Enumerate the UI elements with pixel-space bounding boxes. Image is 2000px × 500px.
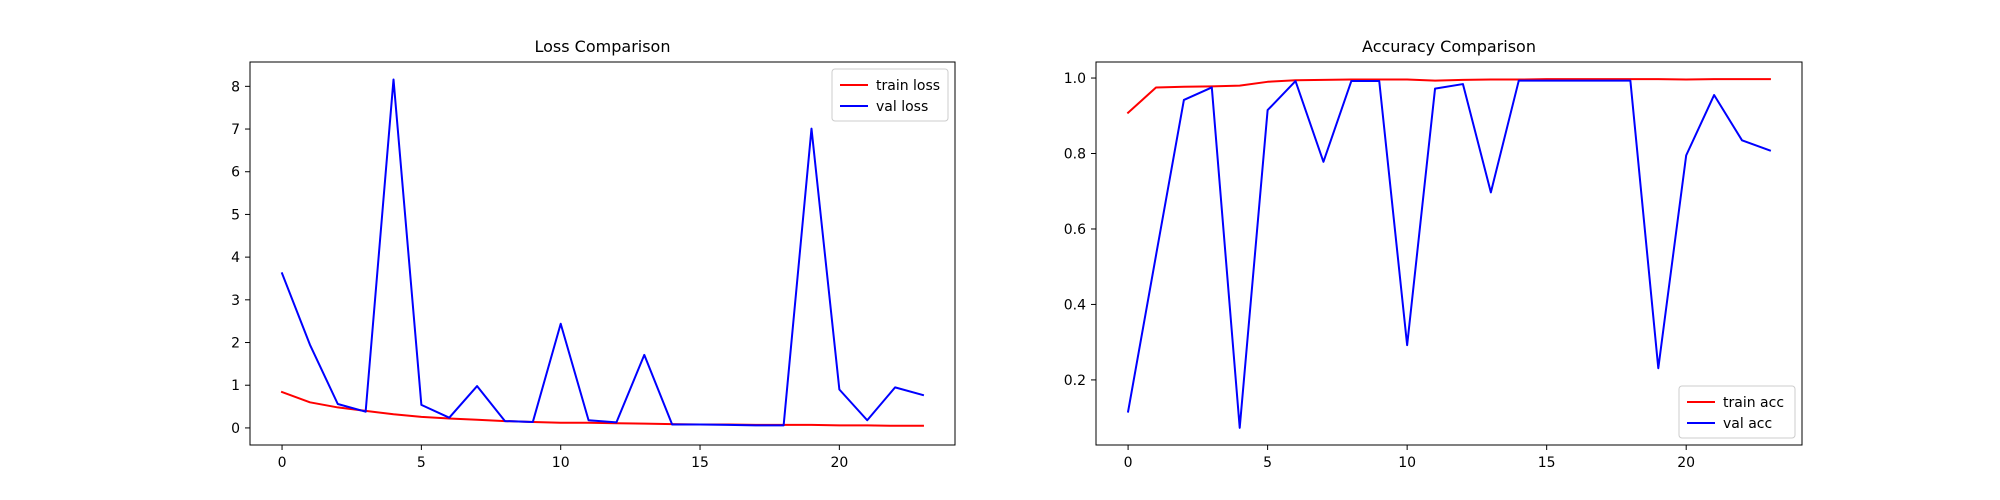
loss-y-tick-label: 8 [231, 79, 240, 95]
accuracy-y-tick-label: 0.6 [1064, 222, 1086, 238]
accuracy-x-tick-label: 15 [1538, 455, 1556, 471]
accuracy-x-tick-label: 10 [1398, 455, 1416, 471]
accuracy-y-tick-label: 0.8 [1064, 147, 1086, 163]
loss-y-tick-label: 3 [231, 293, 240, 309]
loss-y-tick-label: 1 [231, 378, 240, 394]
loss-chart-title: Loss Comparison [535, 37, 671, 56]
loss-series-line-val-loss [280, 78, 925, 427]
accuracy-x-tick-label: 0 [1124, 455, 1133, 471]
accuracy-y-tick-label: 1.0 [1064, 71, 1086, 87]
loss-legend-label: train loss [876, 78, 940, 94]
loss-x-tick-label: 0 [278, 455, 287, 471]
loss-series-line-train-loss [280, 390, 924, 427]
accuracy-legend-box [1678, 385, 1796, 439]
accuracy-x-tick-label: 20 [1677, 455, 1695, 471]
accuracy-legend: train acc val acc [1678, 385, 1796, 439]
accuracy-series-line-val-acc [1126, 79, 1772, 429]
accuracy-series-line-train-acc [1126, 78, 1771, 115]
loss-y-tick-label: 2 [231, 336, 240, 352]
loss-y-tick-label: 0 [231, 421, 240, 437]
accuracy-y-tick-label: 0.4 [1064, 297, 1086, 313]
loss-legend-box [831, 68, 949, 122]
loss-x-tick-label: 5 [417, 455, 426, 471]
accuracy-comparison-chart: Accuracy Comparison 0 5 10 15 20 0.2 0.4 0.6 0.8 1… [1064, 37, 1803, 471]
accuracy-y-tick-label: 0.2 [1064, 373, 1086, 389]
loss-x-tick-label: 20 [830, 455, 848, 471]
loss-comparison-chart: Loss Comparison 0 5 10 15 20 0 1 2 3 4 5 6 7 8 train lo… [231, 37, 956, 471]
loss-legend: train loss val loss [831, 68, 949, 122]
accuracy-chart-title: Accuracy Comparison [1362, 37, 1536, 56]
loss-legend-label: val loss [876, 99, 928, 115]
loss-x-tick-label: 10 [552, 455, 570, 471]
loss-x-tick-label: 15 [691, 455, 709, 471]
loss-y-tick-label: 6 [231, 165, 240, 181]
accuracy-legend-label: val acc [1723, 416, 1772, 432]
accuracy-legend-label: train acc [1723, 395, 1784, 411]
loss-y-tick-label: 5 [231, 207, 240, 223]
loss-y-tick-label: 7 [231, 122, 240, 138]
loss-plot-frame [249, 61, 956, 446]
loss-y-tick-label: 4 [231, 250, 240, 266]
accuracy-plot-frame [1095, 61, 1803, 446]
accuracy-x-tick-label: 5 [1263, 455, 1272, 471]
